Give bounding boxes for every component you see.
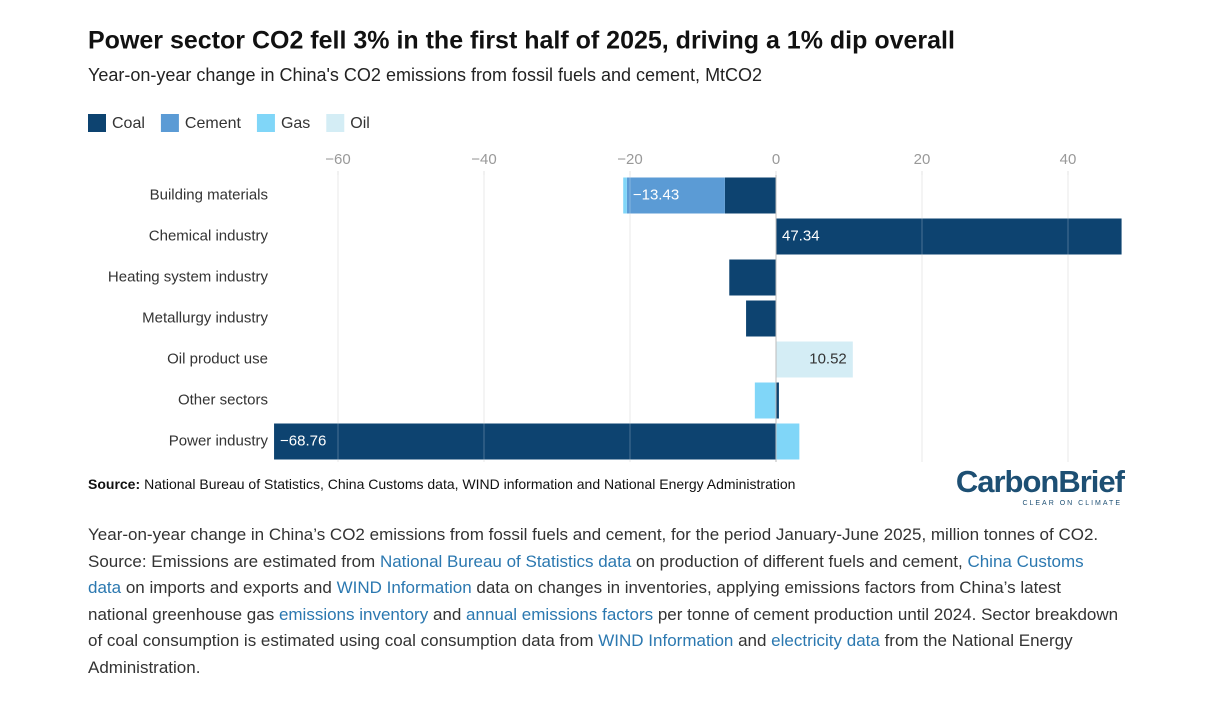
bar-segment — [754, 382, 776, 419]
x-tick-label: 0 — [772, 151, 780, 168]
x-tick-label: −40 — [471, 151, 496, 168]
caption-link[interactable]: WIND Information — [598, 631, 734, 650]
chart-subtitle: Year-on-year change in China's CO2 emiss… — [88, 65, 762, 85]
x-tick-label: −20 — [617, 151, 642, 168]
source-label: Source: — [88, 476, 140, 492]
caption-link[interactable]: emissions inventory — [278, 604, 429, 624]
bar-segment — [626, 177, 725, 214]
source-text: National Bureau of Statistics, China Cus… — [144, 476, 795, 492]
bar-segment — [729, 259, 776, 296]
bar-segment — [776, 341, 853, 378]
caption-link[interactable]: National Bureau of Statistics data — [379, 551, 632, 571]
legend-label: Cement — [185, 115, 242, 132]
bar-segment — [776, 423, 800, 460]
caption-text: data on changes in inventories, applying… — [88, 578, 1061, 624]
value-label: −68.76 — [280, 432, 326, 449]
x-tick-label: 40 — [1060, 151, 1077, 168]
caption-text: and — [733, 631, 772, 650]
caption-text: on imports and exports and — [121, 578, 337, 597]
legend-swatch — [88, 114, 106, 132]
caption-link[interactable]: annual emissions factors — [466, 604, 654, 624]
chart-title: Power sector CO2 fell 3% in the first ha… — [88, 27, 955, 55]
y-tick-label: Other sectors — [178, 391, 268, 408]
value-label: −13.43 — [633, 186, 679, 203]
caption: Year-on-year change in China’s CO2 emiss… — [88, 522, 1120, 681]
caption-text: from the National Energy Administration. — [88, 631, 1073, 677]
legend-swatch — [256, 114, 275, 132]
caption-text: Year-on-year change in China’s CO2 emiss… — [88, 525, 1099, 571]
x-tick-label: 20 — [914, 151, 931, 168]
bar-segment — [274, 423, 776, 460]
bar-segment — [776, 382, 779, 419]
y-tick-label: Oil product use — [167, 350, 268, 367]
legend-label: Oil — [350, 115, 370, 132]
caption-link[interactable]: electricity data — [771, 631, 880, 650]
legend-label: Gas — [281, 115, 310, 132]
legend-label: Coal — [112, 115, 145, 132]
caption-link[interactable]: China Customs data — [88, 551, 1084, 598]
caption-text: per tonne of cement production until 202… — [88, 604, 1119, 651]
y-tick-label: Power industry — [169, 432, 269, 449]
y-tick-label: Metallurgy industry — [142, 309, 268, 326]
bar-segment — [623, 177, 627, 214]
bar-segment — [724, 177, 776, 214]
source: Source: National Bureau of Statistics, Ch… — [88, 476, 795, 492]
legend-swatch — [160, 114, 179, 132]
logo: CarbonBrief — [956, 464, 1126, 499]
y-tick-label: Building materials — [150, 186, 268, 203]
legend-swatch — [326, 114, 345, 132]
caption-link[interactable]: WIND Information — [336, 578, 472, 597]
value-label: 47.34 — [782, 227, 820, 244]
caption-text: and — [428, 604, 467, 624]
x-tick-label: −60 — [325, 151, 350, 168]
y-tick-label: Heating system industry — [108, 268, 269, 285]
caption-text: on production of different fuels and cem… — [631, 551, 968, 571]
chart: Power sector CO2 fell 3% in the first ha… — [88, 27, 1127, 507]
bar-segment — [776, 218, 1122, 255]
value-label: 10.52 — [809, 350, 847, 367]
logo-tagline: CLEAR ON CLIMATE — [1022, 500, 1122, 507]
bar-segment — [746, 300, 776, 337]
y-tick-label: Chemical industry — [149, 227, 269, 244]
